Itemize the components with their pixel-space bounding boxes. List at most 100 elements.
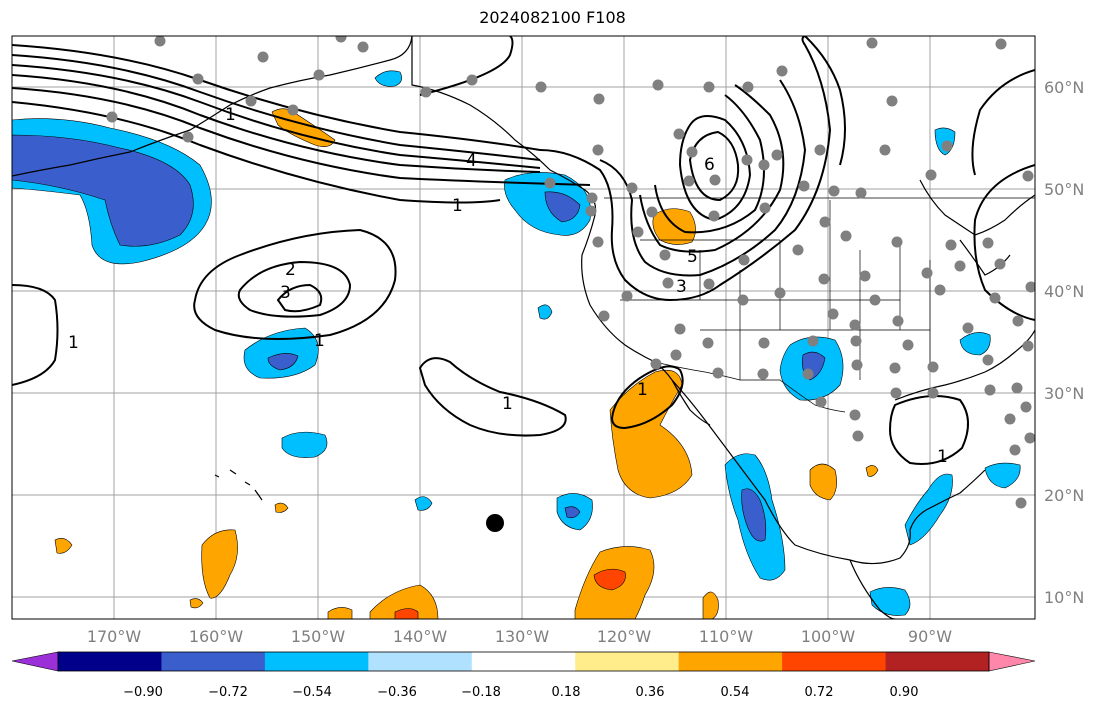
station-dot	[934, 284, 946, 296]
station-dot	[849, 319, 861, 331]
station-dot	[621, 290, 633, 302]
lon-label: 110°W	[699, 627, 754, 646]
station-dot	[670, 349, 682, 361]
station-dot	[709, 174, 721, 186]
station-dot	[245, 95, 257, 107]
station-dot	[945, 239, 957, 251]
station-markers	[106, 36, 1035, 509]
station-dot	[535, 81, 547, 93]
colorbar-segment	[368, 652, 473, 671]
station-dot	[954, 260, 966, 272]
contour-label: 1	[502, 394, 513, 414]
station-dot	[585, 205, 597, 217]
station-dot	[182, 131, 194, 143]
station-dot	[659, 249, 671, 261]
colorbar-segment	[58, 652, 162, 671]
colorbar-tick-label: −0.36	[377, 685, 417, 700]
contour-label: 5	[687, 247, 698, 267]
station-dot	[1009, 444, 1021, 456]
station-dot	[626, 182, 638, 194]
colorbar-tick-label: −0.54	[292, 685, 332, 700]
lon-label: 100°W	[801, 627, 856, 646]
station-dot	[335, 36, 347, 43]
colorbar-tick-label: −0.18	[461, 685, 501, 700]
station-dot	[702, 337, 714, 349]
station-dot	[1004, 413, 1016, 425]
station-dot	[592, 144, 604, 156]
station-dot	[866, 37, 878, 49]
station-dot	[814, 144, 826, 156]
station-dot	[1020, 401, 1032, 413]
colorbar-segment	[678, 652, 783, 671]
station-dot	[686, 146, 698, 158]
station-dot	[989, 292, 1001, 304]
station-dot	[962, 322, 974, 334]
contour-label: 1	[68, 333, 79, 353]
station-dot	[758, 159, 770, 171]
colorbar-extend-min	[11, 651, 59, 672]
station-dot	[982, 354, 994, 366]
station-dot	[106, 111, 118, 123]
station-dot	[598, 310, 610, 322]
station-dot	[774, 287, 786, 299]
station-dot	[890, 387, 902, 399]
station-dot	[673, 128, 685, 140]
station-dot	[757, 368, 769, 380]
station-dot	[792, 244, 804, 256]
station-dot	[741, 154, 753, 166]
contour-label: 3	[280, 283, 291, 303]
station-dot	[927, 387, 939, 399]
lon-label: 160°W	[189, 627, 244, 646]
station-dot	[662, 277, 674, 289]
station-dot	[921, 267, 933, 279]
station-dot	[995, 38, 1007, 50]
contour-label: 4	[466, 151, 477, 171]
station-dot	[703, 81, 715, 93]
station-dot	[819, 216, 831, 228]
station-dot	[738, 254, 750, 266]
colorbar-tick-label: 0.36	[636, 685, 665, 700]
lat-label: 20°N	[1044, 486, 1084, 505]
station-dot	[798, 180, 810, 192]
negative-core-aleutian	[12, 134, 194, 247]
station-dot	[650, 358, 662, 370]
lat-label: 60°N	[1044, 78, 1084, 97]
lat-label: 50°N	[1044, 180, 1084, 199]
colorbar-segment	[782, 652, 887, 671]
map-frame	[11, 35, 1036, 620]
contour-label: 1	[452, 196, 463, 216]
station-dot	[849, 409, 861, 421]
station-dot	[889, 362, 901, 374]
contour-lines	[12, 36, 1035, 465]
colorbar-tick-label: 0.54	[721, 685, 750, 700]
station-dot	[776, 65, 788, 77]
station-dot	[807, 335, 819, 347]
contour-label: 2	[285, 260, 296, 280]
station-dot	[712, 367, 724, 379]
station-dot	[593, 93, 605, 105]
map-area	[12, 36, 1035, 619]
station-dot	[859, 270, 871, 282]
station-dot	[982, 237, 994, 249]
lon-label: 140°W	[393, 627, 448, 646]
lon-label: 120°W	[597, 627, 652, 646]
station-dot	[1011, 382, 1023, 394]
latitude-labels: 60°N 50°N 40°N 30°N 20°N 10°N	[1044, 78, 1084, 607]
station-dot	[1012, 315, 1024, 327]
station-dot	[828, 185, 840, 197]
colorbar: −0.90 −0.72 −0.54 −0.36 −0.18 0.18 0.36 …	[11, 651, 1036, 700]
station-dot	[815, 396, 827, 408]
station-dot	[851, 359, 863, 371]
colorbar-tick-label: 0.72	[805, 685, 834, 700]
lat-label: 40°N	[1044, 282, 1084, 301]
station-dot	[925, 169, 937, 181]
contour-label: 3	[676, 277, 687, 297]
station-dot	[646, 206, 658, 218]
shaded-anomaly-regions	[12, 70, 1021, 619]
station-dot	[257, 51, 269, 63]
station-dot	[902, 339, 914, 351]
station-dot	[879, 144, 891, 156]
lon-label: 170°W	[87, 627, 142, 646]
colorbar-extend-max	[988, 651, 1036, 672]
